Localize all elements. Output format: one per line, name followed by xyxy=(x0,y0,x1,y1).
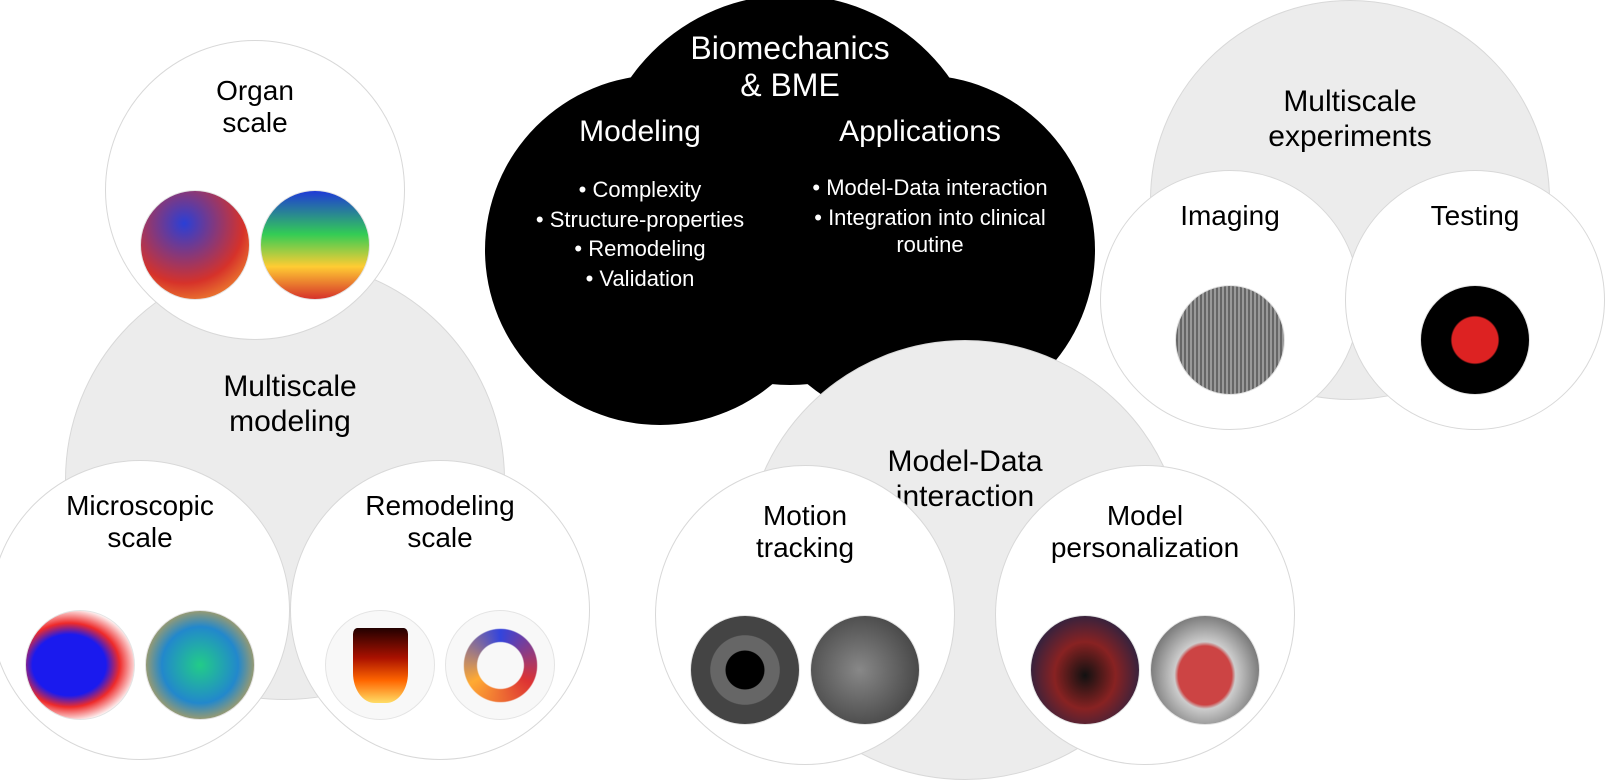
center-title: Biomechanics & BME xyxy=(650,30,930,104)
testing-title: Testing xyxy=(1400,200,1550,232)
modeling-bullets: Complexity Structure-properties Remodeli… xyxy=(490,175,790,294)
motion-tracking-title: Motion tracking xyxy=(715,500,895,564)
center-title-line1: Biomechanics xyxy=(690,30,889,66)
applications-title: Applications xyxy=(810,115,1030,150)
thumb-tagged-mri xyxy=(690,615,800,725)
thumb-heart-fem xyxy=(140,190,250,300)
imaging-title: Imaging xyxy=(1155,200,1305,232)
multiscale-modeling-title: Multiscale modeling xyxy=(180,370,400,439)
model-personalization-title: Model personalization xyxy=(1030,500,1260,564)
thumb-lung-ct xyxy=(810,615,920,725)
organ-scale-title: Organ scale xyxy=(165,75,345,139)
thumb-lung-fem xyxy=(260,190,370,300)
modeling-bullet-2: Remodeling xyxy=(490,234,790,264)
thumb-ring-section xyxy=(445,610,555,720)
applications-bullet-1: Integration into clinical routine xyxy=(800,205,1060,258)
thumb-imaging-sample xyxy=(1175,285,1285,395)
applications-bullet-0: Model-Data interaction xyxy=(800,175,1060,201)
thumb-cardiac-slice xyxy=(1030,615,1140,725)
modeling-bullet-3: Validation xyxy=(490,264,790,294)
applications-bullets: Model-Data interaction Integration into … xyxy=(800,175,1060,258)
multiscale-experiments-title: Multiscale experiments xyxy=(1240,85,1460,154)
thumb-fiber-model xyxy=(25,610,135,720)
modeling-bullet-1: Structure-properties xyxy=(490,205,790,235)
modeling-title: Modeling xyxy=(530,115,750,150)
modeling-bullet-0: Complexity xyxy=(490,175,790,205)
thumb-lung-pair xyxy=(1150,615,1260,725)
thumb-testing-sample xyxy=(1420,285,1530,395)
microscopic-scale-title: Microscopic scale xyxy=(45,490,235,554)
thumb-thermal-shape xyxy=(325,610,435,720)
remodeling-scale-title: Remodeling scale xyxy=(340,490,540,554)
thumb-microstructure xyxy=(145,610,255,720)
center-title-line2: & BME xyxy=(740,67,840,103)
